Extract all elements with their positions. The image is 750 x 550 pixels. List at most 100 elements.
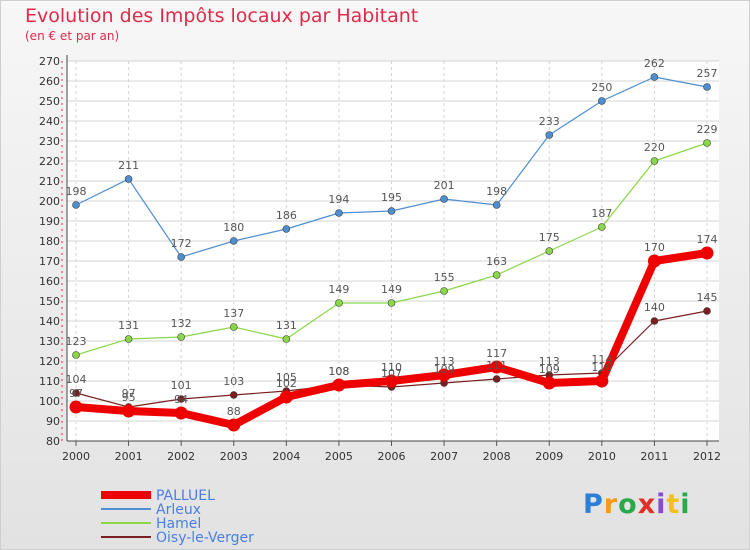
logo-letter: o: [618, 489, 638, 520]
logo-letter: t: [666, 489, 681, 520]
data-label: 175: [539, 231, 560, 244]
data-label: 132: [171, 317, 192, 330]
data-label: 155: [434, 271, 455, 284]
data-label: 149: [328, 283, 349, 296]
y-tick-label: 120: [39, 355, 60, 368]
data-point: [595, 374, 609, 388]
data-label: 195: [381, 191, 402, 204]
data-point: [177, 395, 185, 403]
proxiti-logo: Proxiti: [583, 489, 691, 520]
y-tick-label: 270: [39, 55, 60, 68]
data-point: [124, 335, 133, 343]
data-label: 97: [122, 387, 136, 400]
data-label: 108: [328, 365, 349, 378]
data-label: 180: [223, 221, 244, 234]
y-tick-label: 90: [46, 415, 60, 428]
data-point: [385, 374, 398, 388]
y-tick-label: 110: [39, 375, 60, 388]
x-tick-label: 2010: [588, 450, 616, 463]
data-point: [227, 418, 241, 432]
data-point: [72, 201, 80, 209]
data-label: 94: [174, 393, 188, 406]
data-label: 88: [227, 405, 241, 418]
data-label: 257: [697, 67, 718, 80]
data-point: [492, 375, 501, 383]
data-point: [124, 175, 133, 183]
data-point: [122, 404, 136, 418]
data-point: [703, 139, 711, 147]
data-point: [650, 157, 659, 165]
logo-letter: x: [637, 489, 657, 520]
y-tick-label: 230: [39, 135, 60, 148]
x-tick-label: 2005: [325, 450, 353, 463]
chart-subtitle: (en € et par an): [25, 29, 120, 43]
y-tick-label: 210: [39, 175, 60, 188]
data-label: 103: [223, 375, 244, 388]
data-label: 211: [118, 159, 139, 172]
data-point: [492, 201, 501, 209]
data-point: [440, 195, 448, 203]
data-point: [598, 97, 606, 105]
data-label: 163: [486, 255, 507, 268]
y-tick-label: 130: [39, 335, 60, 348]
logo-letter: r: [603, 489, 619, 520]
data-point: [282, 335, 291, 343]
y-tick-label: 170: [39, 255, 60, 268]
data-label: 101: [171, 379, 192, 392]
data-label: 109: [434, 363, 455, 376]
data-point: [492, 271, 501, 279]
data-point: [229, 323, 238, 331]
data-label: 114: [591, 353, 612, 366]
legend-label: Arleux: [156, 502, 201, 518]
data-point: [72, 351, 80, 359]
logo-letter: i: [656, 489, 667, 520]
data-point: [490, 360, 504, 374]
y-tick-label: 80: [46, 435, 60, 448]
x-tick-label: 2011: [640, 450, 668, 463]
data-point: [69, 400, 83, 414]
data-label: 149: [381, 283, 402, 296]
data-label: 201: [434, 179, 455, 192]
data-point: [703, 307, 711, 315]
data-point: [335, 299, 343, 307]
data-label: 194: [328, 193, 349, 206]
data-label: 104: [66, 373, 87, 386]
y-tick-label: 100: [39, 395, 60, 408]
data-label: 131: [118, 319, 139, 332]
data-label: 110: [591, 361, 612, 374]
y-tick-label: 240: [39, 115, 60, 128]
data-point: [387, 207, 396, 215]
data-point: [598, 223, 606, 231]
data-point: [229, 237, 238, 245]
data-label: 140: [644, 301, 665, 314]
y-tick-label: 150: [39, 295, 60, 308]
data-label: 95: [122, 391, 136, 404]
data-label: 262: [644, 57, 665, 70]
data-label: 229: [697, 123, 718, 136]
data-label: 123: [66, 335, 87, 348]
x-tick-label: 2006: [378, 450, 406, 463]
data-label: 198: [486, 185, 507, 198]
chart-title: Evolution des Impôts locaux par Habitant: [25, 5, 419, 27]
data-point: [229, 391, 238, 399]
data-label: 220: [644, 141, 665, 154]
y-tick-label: 190: [39, 215, 60, 228]
data-label: 233: [539, 115, 560, 128]
x-tick-label: 2002: [167, 450, 195, 463]
data-label: 113: [539, 355, 560, 368]
data-label: 170: [644, 241, 665, 254]
x-tick-label: 2007: [430, 450, 458, 463]
data-label: 174: [697, 233, 718, 246]
x-tick-label: 2000: [62, 450, 90, 463]
data-point: [72, 389, 80, 397]
logo-letter: P: [583, 489, 604, 520]
data-point: [335, 209, 343, 217]
data-label: 187: [591, 207, 612, 220]
data-label: 117: [486, 347, 507, 360]
legend-label: Oisy-le-Verger: [156, 530, 254, 546]
data-point: [332, 378, 346, 392]
data-label: 108: [328, 365, 349, 378]
data-label: 113: [434, 355, 455, 368]
x-tick-label: 2009: [535, 450, 563, 463]
